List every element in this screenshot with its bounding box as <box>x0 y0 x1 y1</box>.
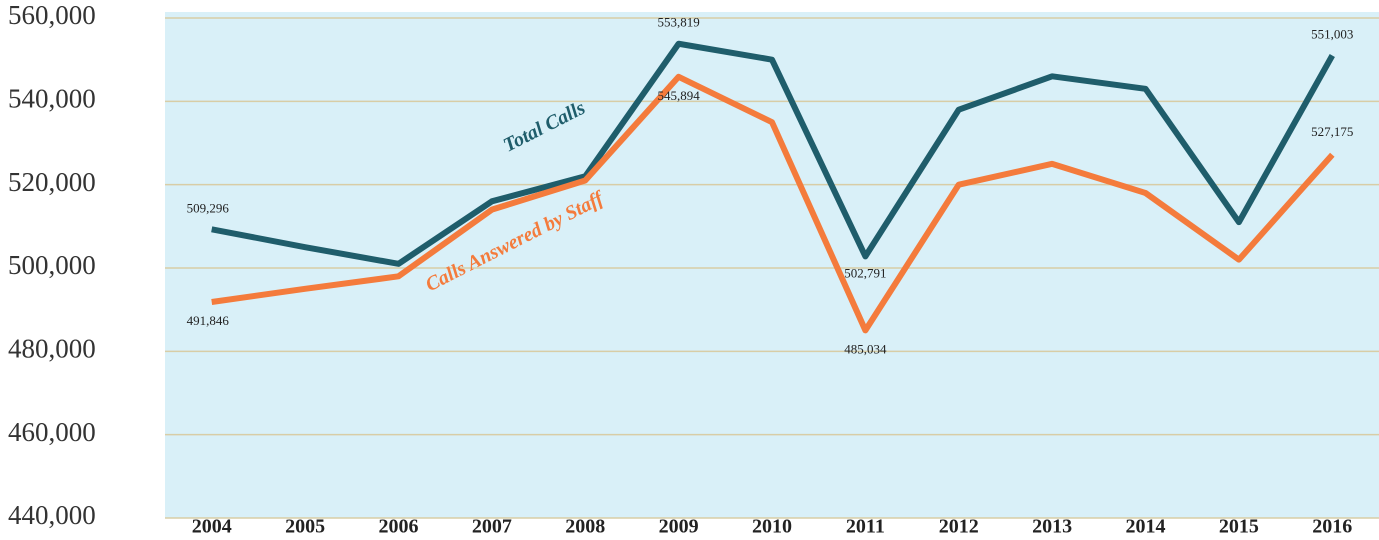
y-tick-label: 520,000 <box>8 167 96 197</box>
value-label: 491,846 <box>187 313 230 328</box>
value-label: 509,296 <box>187 200 230 215</box>
x-tick-label: 2016 <box>1312 516 1352 538</box>
value-label: 545,894 <box>657 88 700 103</box>
x-tick-label: 2014 <box>1126 516 1166 538</box>
x-tick-label: 2011 <box>846 516 885 538</box>
x-tick-label: 2008 <box>565 516 605 538</box>
x-tick-label: 2004 <box>192 516 232 538</box>
y-tick-label: 460,000 <box>8 417 96 447</box>
x-tick-label: 2013 <box>1032 516 1072 538</box>
x-tick-label: 2012 <box>939 516 979 538</box>
x-tick-label: 2009 <box>659 516 699 538</box>
y-tick-label: 440,000 <box>8 500 96 530</box>
series-line <box>211 73 1335 334</box>
value-label: 551,003 <box>1311 26 1353 41</box>
y-tick-label: 540,000 <box>8 84 96 114</box>
x-tick-label: 2006 <box>378 516 418 538</box>
x-tick-label: 2015 <box>1219 516 1259 538</box>
y-tick-label: 500,000 <box>8 250 96 280</box>
x-tick-label: 2005 <box>285 516 325 538</box>
plot-area <box>165 12 1379 518</box>
value-label: 553,819 <box>657 15 699 30</box>
value-label: 502,791 <box>844 265 886 280</box>
x-tick-label: 2007 <box>472 516 512 538</box>
y-tick-label: 560,000 <box>8 0 96 30</box>
value-label: 485,034 <box>844 341 887 356</box>
value-label: 527,175 <box>1311 124 1353 139</box>
x-tick-label: 2010 <box>752 516 792 538</box>
y-tick-label: 480,000 <box>8 334 96 364</box>
series-line <box>211 40 1335 267</box>
